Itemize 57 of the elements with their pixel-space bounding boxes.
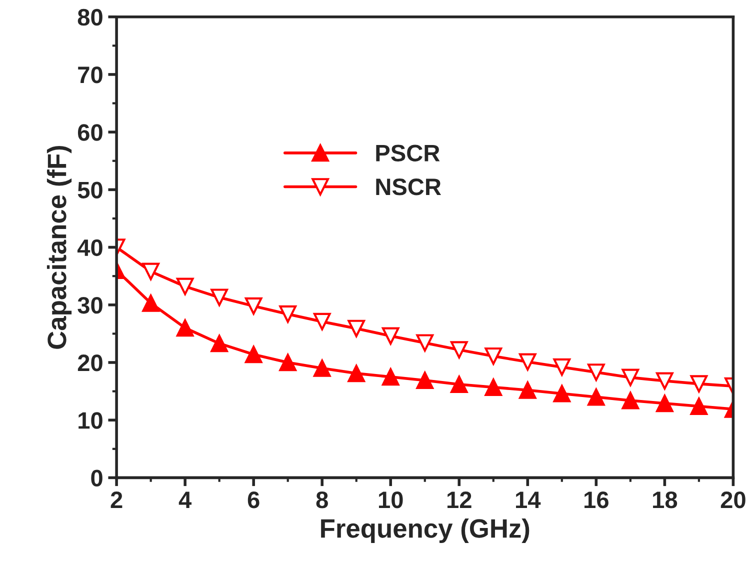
- y-tick-label: 60: [78, 124, 102, 141]
- legend-label: NSCR: [376, 178, 442, 196]
- point: [210, 288, 228, 306]
- y-tick-label: 70: [78, 66, 102, 84]
- point: [656, 394, 674, 412]
- point: [142, 294, 160, 312]
- point: [279, 354, 297, 372]
- point: [656, 372, 674, 390]
- y-tick-label: 80: [78, 8, 102, 26]
- point: [484, 378, 502, 396]
- point: [348, 320, 366, 338]
- legend-label: PSCR: [376, 144, 440, 162]
- point: [450, 376, 468, 394]
- point: [518, 381, 536, 399]
- x-tick-label: 14: [516, 492, 541, 508]
- x-tick-label: 4: [178, 492, 192, 508]
- point: [244, 346, 262, 364]
- point: [553, 384, 571, 402]
- point: [313, 360, 331, 377]
- point: [553, 358, 571, 376]
- point: [416, 334, 434, 352]
- x-tick-label: 16: [584, 492, 608, 508]
- point: [142, 262, 160, 280]
- point: [176, 319, 194, 337]
- point: [176, 278, 194, 296]
- point: [622, 392, 640, 410]
- point: [348, 364, 366, 382]
- x-tick-label: 10: [378, 492, 403, 508]
- point: [416, 372, 434, 390]
- y-tick-label: 10: [78, 412, 102, 429]
- point: [450, 341, 468, 358]
- point: [210, 334, 228, 352]
- x-tick-label: 20: [720, 492, 746, 508]
- point: [587, 388, 605, 406]
- y-tick-label: 50: [78, 182, 102, 198]
- point: [518, 353, 536, 371]
- x-tick-label: 6: [248, 492, 260, 508]
- point: [244, 297, 262, 315]
- point: [484, 347, 502, 365]
- x-tick-label: 12: [447, 492, 472, 508]
- y-tick-label: 20: [78, 354, 102, 372]
- y-tick-label: 40: [77, 239, 102, 256]
- y-tick-label: 0: [91, 470, 102, 486]
- point: [622, 368, 640, 386]
- x-tick-label: 2: [110, 492, 122, 508]
- point: [690, 375, 708, 392]
- point: [382, 368, 400, 386]
- point: [382, 327, 400, 345]
- y-axis-title: Capacitance (fF): [46, 146, 72, 349]
- point: [690, 398, 708, 415]
- point: [587, 364, 605, 381]
- x-tick-label: 8: [316, 492, 328, 508]
- y-tick-label: 30: [78, 296, 102, 314]
- point: [279, 305, 297, 323]
- point: [313, 312, 331, 330]
- x-tick-label: 18: [653, 492, 678, 508]
- x-axis-title: Frequency (GHz): [321, 518, 530, 544]
